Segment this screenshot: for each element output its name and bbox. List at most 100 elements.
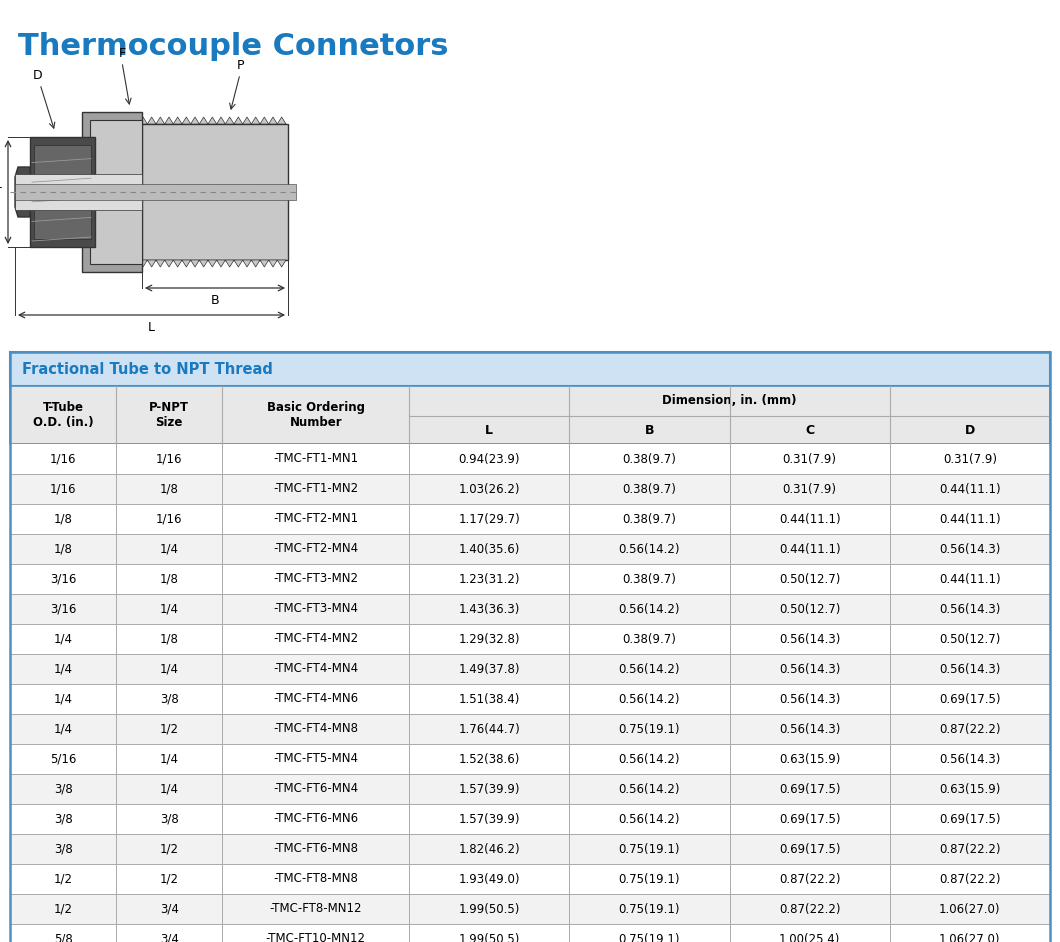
- Polygon shape: [208, 260, 216, 267]
- Text: 1/2: 1/2: [54, 902, 72, 916]
- Text: 0.56(14.3): 0.56(14.3): [939, 662, 1001, 675]
- Text: -TMC-FT10-MN12: -TMC-FT10-MN12: [266, 933, 366, 942]
- Text: -TMC-FT5-MN4: -TMC-FT5-MN4: [273, 753, 358, 766]
- Bar: [10, 804, 1050, 834]
- Text: Fractional Tube to NPT Thread: Fractional Tube to NPT Thread: [22, 362, 272, 377]
- Polygon shape: [147, 117, 156, 124]
- Text: 3/4: 3/4: [160, 902, 179, 916]
- Text: -TMC-FT4-MN6: -TMC-FT4-MN6: [273, 692, 358, 706]
- Text: 0.56(14.3): 0.56(14.3): [779, 632, 841, 645]
- Bar: [10, 714, 1050, 744]
- Bar: [10, 894, 1050, 924]
- Text: 1/2: 1/2: [54, 872, 72, 885]
- Text: 1/16: 1/16: [156, 512, 182, 526]
- Bar: [82, 112, 142, 272]
- Text: 0.56(14.3): 0.56(14.3): [779, 723, 841, 736]
- Polygon shape: [182, 117, 191, 124]
- Text: 0.31(7.9): 0.31(7.9): [782, 452, 836, 465]
- Text: 0.56(14.2): 0.56(14.2): [619, 783, 681, 795]
- Bar: [30, 137, 95, 247]
- Text: 1.43(36.3): 1.43(36.3): [459, 603, 519, 615]
- Bar: [128, 124, 288, 260]
- Text: 0.56(14.3): 0.56(14.3): [939, 603, 1001, 615]
- Text: 0.31(7.9): 0.31(7.9): [943, 452, 996, 465]
- Polygon shape: [216, 117, 226, 124]
- Text: 0.44(11.1): 0.44(11.1): [779, 543, 841, 556]
- Text: L: L: [485, 424, 493, 436]
- Bar: [10, 864, 1050, 894]
- Polygon shape: [199, 260, 208, 267]
- Text: 0.38(9.7): 0.38(9.7): [622, 482, 676, 495]
- Polygon shape: [147, 260, 156, 267]
- Text: 3/4: 3/4: [160, 933, 179, 942]
- Text: 0.56(14.3): 0.56(14.3): [779, 662, 841, 675]
- Polygon shape: [156, 260, 164, 267]
- Bar: [10, 386, 1050, 444]
- Text: 0.56(14.2): 0.56(14.2): [619, 692, 681, 706]
- Text: 0.87(22.2): 0.87(22.2): [779, 872, 841, 885]
- Text: 0.56(14.3): 0.56(14.3): [939, 543, 1001, 556]
- Polygon shape: [234, 117, 243, 124]
- Text: 0.56(14.3): 0.56(14.3): [779, 692, 841, 706]
- Text: 0.69(17.5): 0.69(17.5): [779, 842, 841, 855]
- Text: -TMC-FT8-MN8: -TMC-FT8-MN8: [273, 872, 358, 885]
- Text: 0.44(11.1): 0.44(11.1): [939, 573, 1001, 586]
- Text: 1.03(26.2): 1.03(26.2): [459, 482, 520, 495]
- Text: 0.75(19.1): 0.75(19.1): [619, 872, 681, 885]
- Text: 5/8: 5/8: [54, 933, 72, 942]
- Bar: [10, 834, 1050, 864]
- Text: 3/8: 3/8: [160, 692, 179, 706]
- Text: 1.82(46.2): 1.82(46.2): [458, 842, 520, 855]
- Text: D: D: [33, 69, 42, 82]
- Text: 0.87(22.2): 0.87(22.2): [779, 902, 841, 916]
- Polygon shape: [226, 117, 234, 124]
- Text: 1.52(38.6): 1.52(38.6): [459, 753, 519, 766]
- Text: L: L: [148, 321, 155, 334]
- Text: -TMC-FT6-MN6: -TMC-FT6-MN6: [273, 813, 358, 825]
- Text: 0.87(22.2): 0.87(22.2): [939, 723, 1001, 736]
- Text: 5/16: 5/16: [50, 753, 76, 766]
- Text: 1/2: 1/2: [160, 842, 179, 855]
- Polygon shape: [278, 117, 286, 124]
- Text: 1.57(39.9): 1.57(39.9): [459, 783, 520, 795]
- Text: 3/8: 3/8: [160, 813, 179, 825]
- Text: 0.50(12.7): 0.50(12.7): [779, 603, 841, 615]
- Text: -TMC-FT1-MN2: -TMC-FT1-MN2: [273, 482, 358, 495]
- Text: 1/8: 1/8: [160, 632, 179, 645]
- Bar: [10, 744, 1050, 774]
- Text: 0.56(14.2): 0.56(14.2): [619, 813, 681, 825]
- Text: 0.63(15.9): 0.63(15.9): [939, 783, 1001, 795]
- Text: -TMC-FT6-MN8: -TMC-FT6-MN8: [273, 842, 358, 855]
- Text: 1.57(39.9): 1.57(39.9): [459, 813, 520, 825]
- Text: 1/4: 1/4: [160, 603, 179, 615]
- Text: 3/16: 3/16: [50, 573, 76, 586]
- Text: T-Tube
O.D. (in.): T-Tube O.D. (in.): [33, 401, 93, 429]
- Text: 0.63(15.9): 0.63(15.9): [779, 753, 841, 766]
- Bar: [34, 145, 91, 239]
- Text: 0.56(14.2): 0.56(14.2): [619, 753, 681, 766]
- Text: 0.56(14.2): 0.56(14.2): [619, 543, 681, 556]
- Bar: [10, 564, 1050, 594]
- Text: 0.38(9.7): 0.38(9.7): [622, 573, 676, 586]
- Text: 0.69(17.5): 0.69(17.5): [779, 813, 841, 825]
- Text: 0.56(14.2): 0.56(14.2): [619, 662, 681, 675]
- Polygon shape: [15, 167, 30, 217]
- Polygon shape: [216, 260, 226, 267]
- Polygon shape: [174, 260, 182, 267]
- Text: 1.49(37.8): 1.49(37.8): [459, 662, 520, 675]
- Text: 0.50(12.7): 0.50(12.7): [779, 573, 841, 586]
- Polygon shape: [243, 117, 251, 124]
- Text: P-NPT
Size: P-NPT Size: [149, 401, 190, 429]
- Bar: [10, 684, 1050, 714]
- Polygon shape: [260, 117, 268, 124]
- Text: -TMC-FT8-MN12: -TMC-FT8-MN12: [269, 902, 361, 916]
- Text: 1/2: 1/2: [160, 872, 179, 885]
- Text: 1/4: 1/4: [54, 662, 72, 675]
- Text: 0.31(7.9): 0.31(7.9): [782, 482, 836, 495]
- Text: 1.06(27.0): 1.06(27.0): [939, 933, 1001, 942]
- Polygon shape: [226, 260, 234, 267]
- Polygon shape: [251, 260, 260, 267]
- Text: -TMC-FT4-MN4: -TMC-FT4-MN4: [273, 662, 358, 675]
- Polygon shape: [156, 117, 164, 124]
- Bar: [10, 352, 1050, 942]
